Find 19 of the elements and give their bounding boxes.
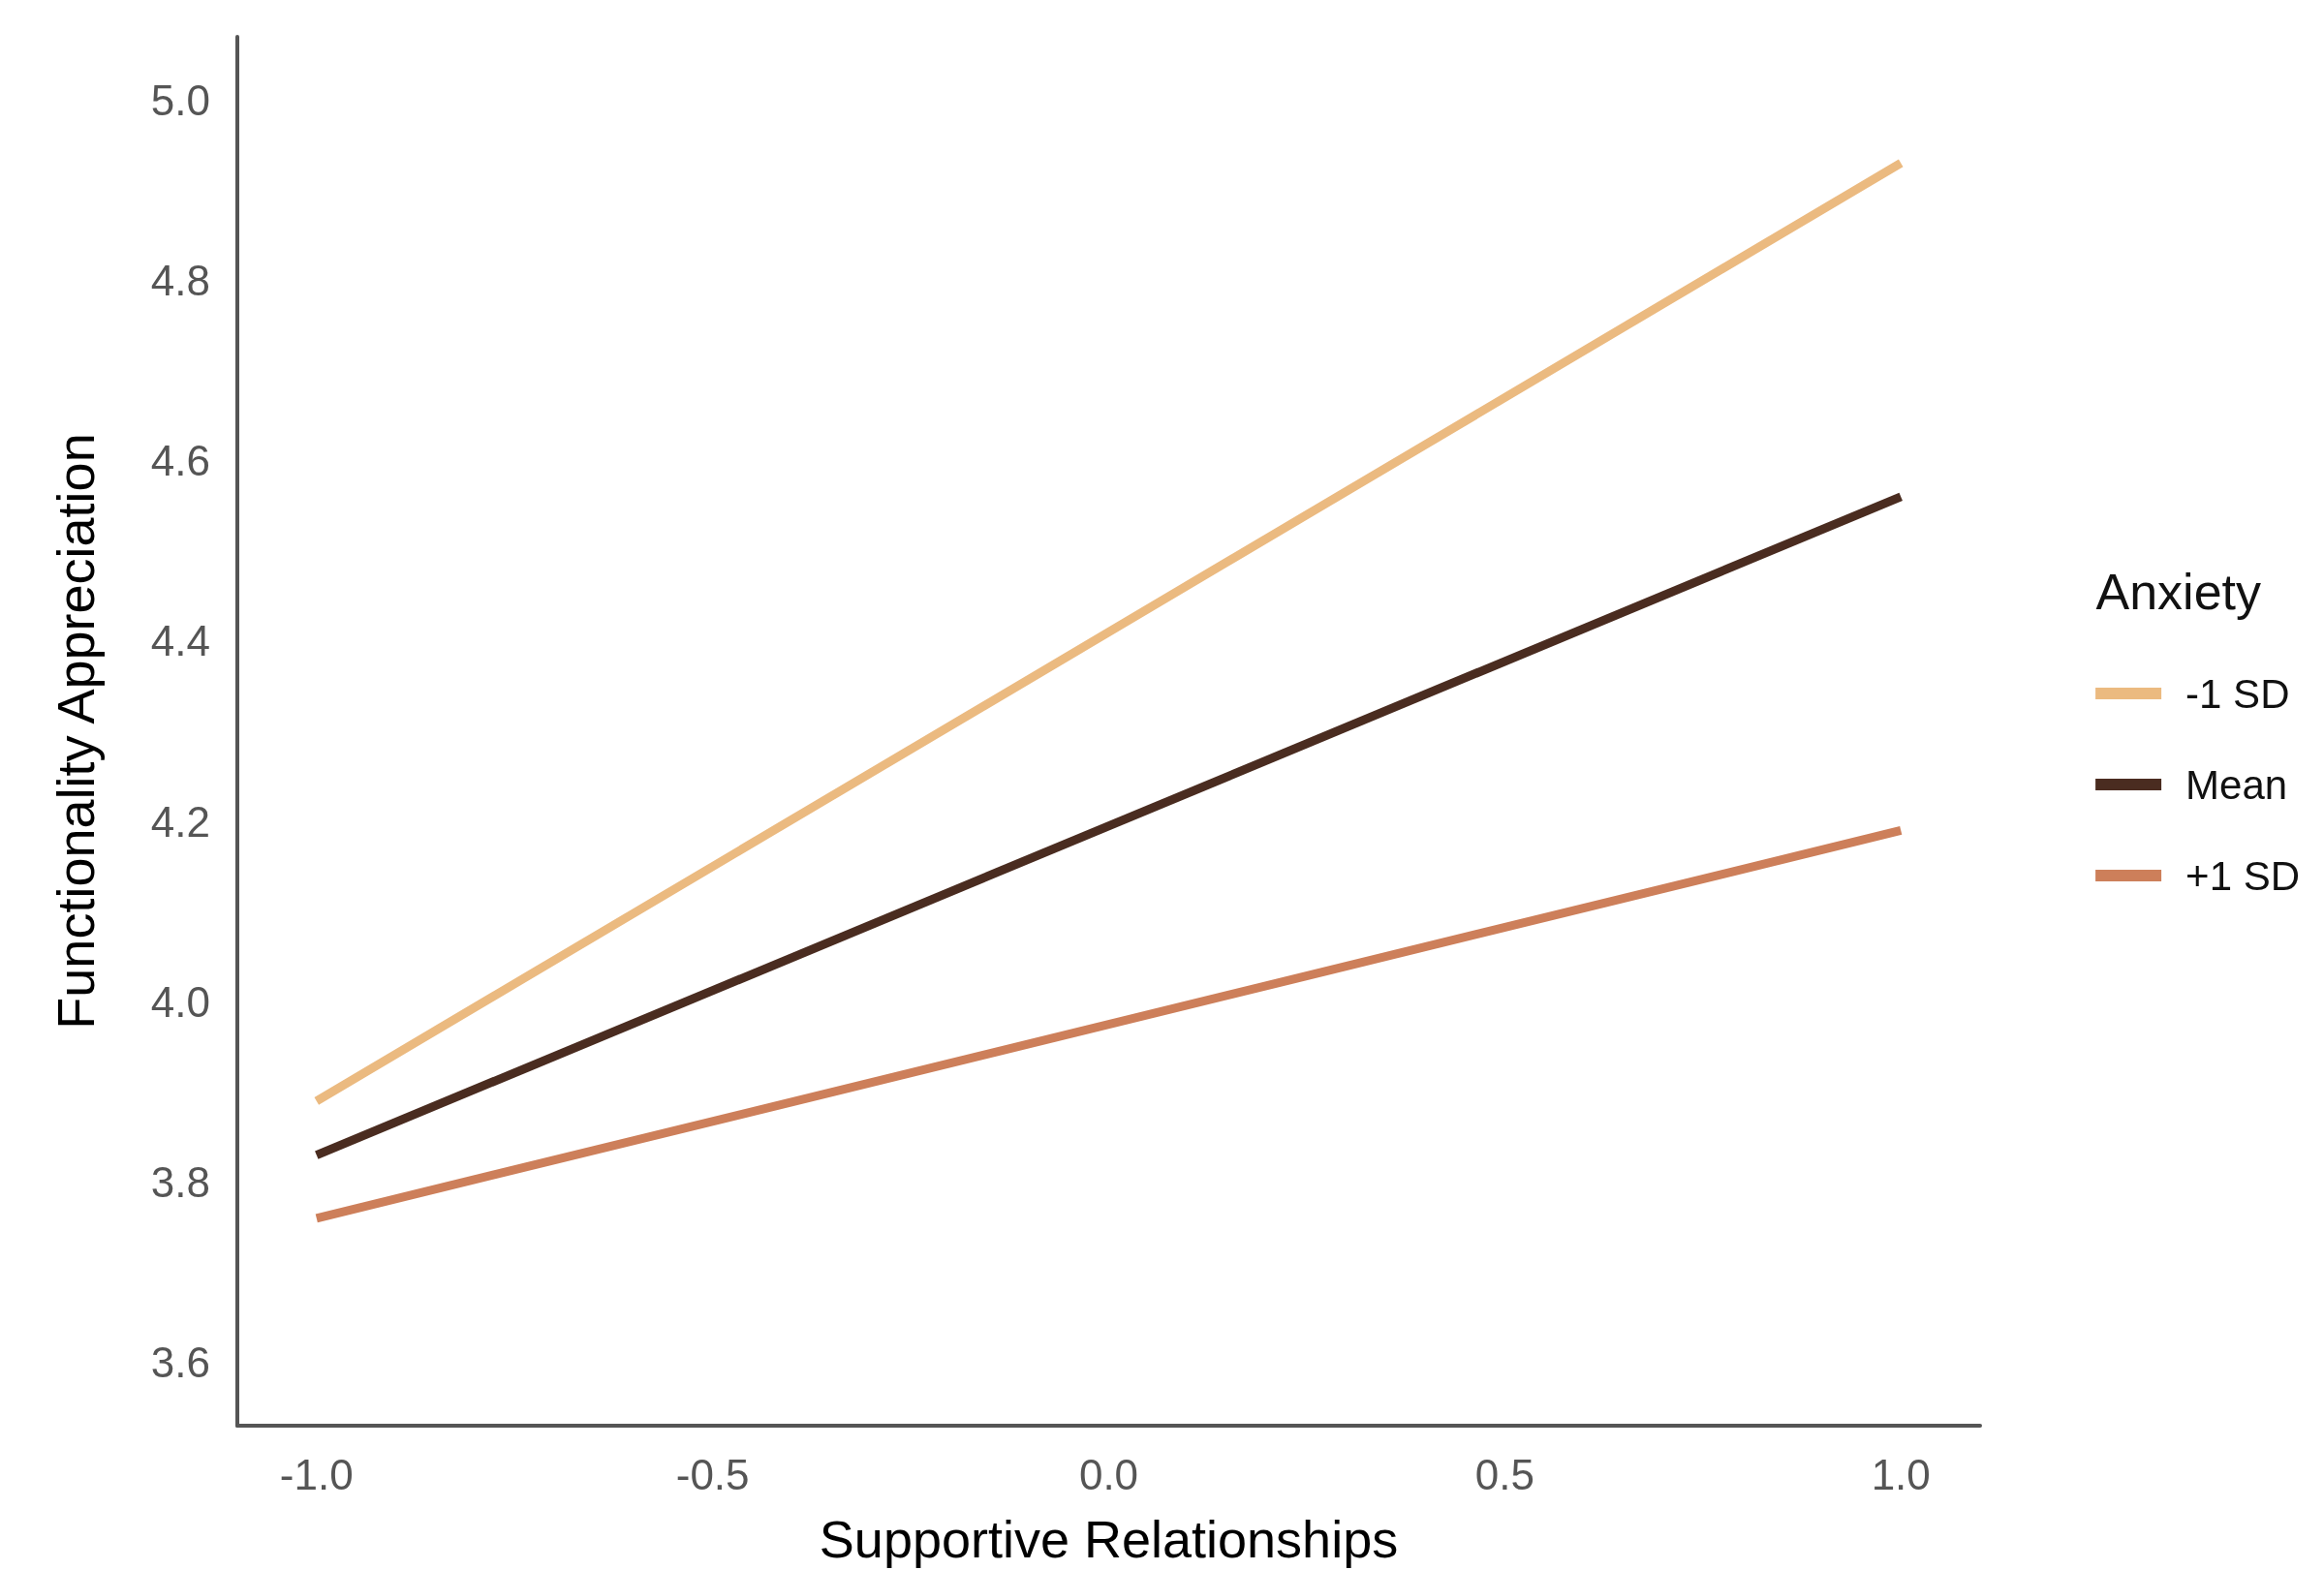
y-axis-title: Functionality Appreciation <box>46 433 105 1030</box>
legend-title: Anxiety <box>2095 564 2262 620</box>
y-tick-label: 3.8 <box>150 1158 210 1207</box>
legend-label: -1 SD <box>2185 670 2290 717</box>
y-tick-label: 5.0 <box>150 76 210 124</box>
x-tick-label: -1.0 <box>279 1450 354 1498</box>
legend-label: Mean <box>2185 761 2288 808</box>
x-axis-title: Supportive Relationships <box>819 1510 1399 1568</box>
y-tick-label: 4.8 <box>150 256 210 304</box>
legend-label: +1 SD <box>2185 852 2301 899</box>
x-tick-label: 0.5 <box>1474 1450 1534 1498</box>
x-tick-label: 1.0 <box>1871 1450 1931 1498</box>
y-tick-label: 4.4 <box>150 617 210 665</box>
y-tick-label: 4.2 <box>150 797 210 846</box>
y-tick-label: 4.0 <box>150 977 210 1026</box>
x-tick-label: 0.0 <box>1078 1450 1139 1498</box>
y-tick-label: 4.6 <box>150 437 210 485</box>
y-tick-label: 3.6 <box>150 1339 210 1387</box>
x-tick-label: -0.5 <box>675 1450 750 1498</box>
